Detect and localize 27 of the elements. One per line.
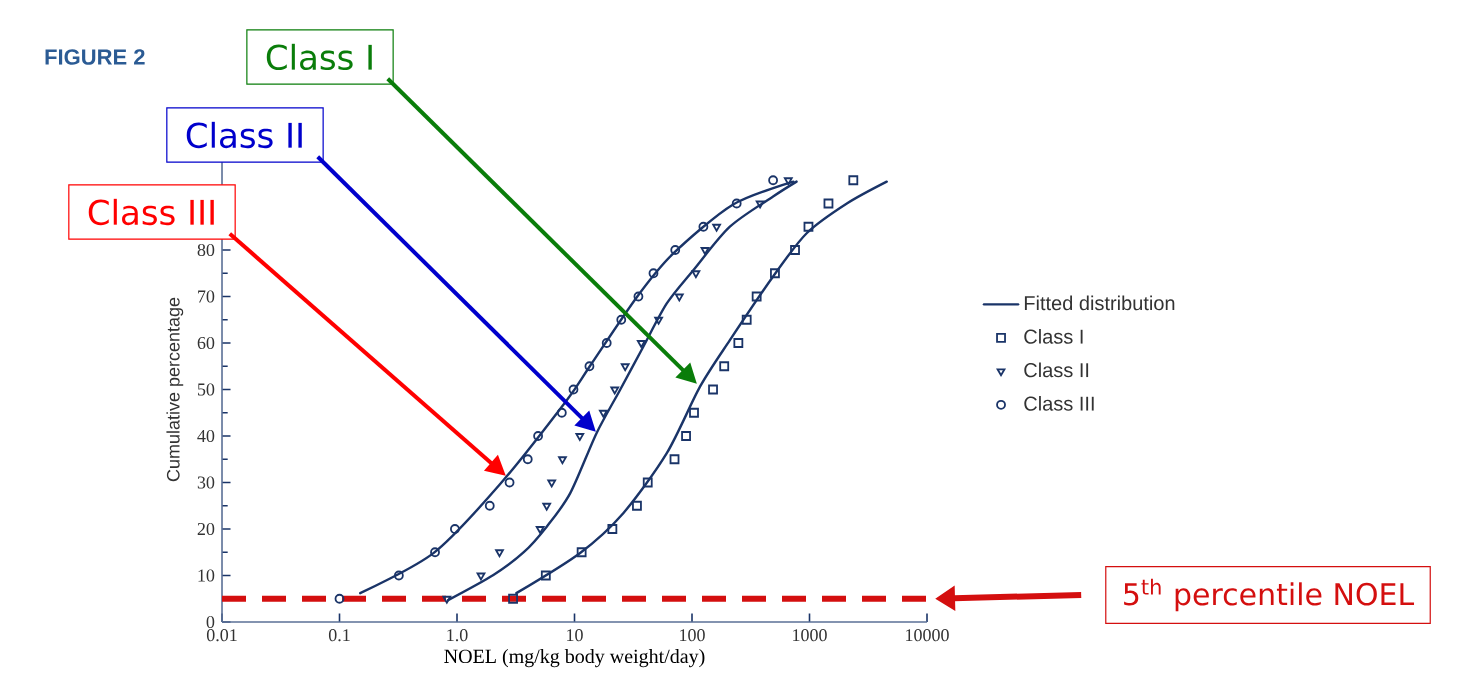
text: Class I (266, 43, 372, 71)
legend-label: Class II (1024, 362, 1089, 378)
y-tick-label: 40 (197, 429, 215, 443)
text: Class III (88, 198, 214, 226)
y-tick-label: 80 (197, 243, 215, 257)
x-tick-label: 0.01 (206, 629, 237, 642)
y-tick-label: 20 (197, 522, 215, 536)
y-axis-title: Cumulative percentage (166, 297, 184, 482)
y-tick-label: 60 (197, 336, 215, 350)
x-tick-label: 0.1 (328, 629, 350, 642)
y-tick-label: 50 (197, 383, 215, 396)
legend-label: Class III (1024, 396, 1094, 411)
x-tick-label: 100 (680, 629, 705, 642)
x-tick-label: 10 (567, 629, 583, 642)
y-tick-label: 10 (198, 569, 215, 582)
text: Class II (186, 121, 302, 149)
x-axis-title: NOEL (mg/kg body weight/day) (444, 648, 705, 668)
x-tick-label: 10000 (906, 629, 949, 642)
legend-label: Class I (1024, 329, 1083, 344)
chart-title: FIGURE 2 (45, 49, 145, 65)
ref-line-label: 5$^{th}$ percentile NOEL (1124, 578, 1415, 612)
x-tick-label: 1000 (793, 629, 827, 642)
x-tick-label: 1.0 (447, 629, 468, 642)
y-tick-label: 30 (197, 476, 215, 489)
legend-label: Fitted distribution (1024, 295, 1175, 311)
y-tick-label: 0 (206, 615, 215, 629)
y-tick-label: 70 (198, 290, 215, 303)
